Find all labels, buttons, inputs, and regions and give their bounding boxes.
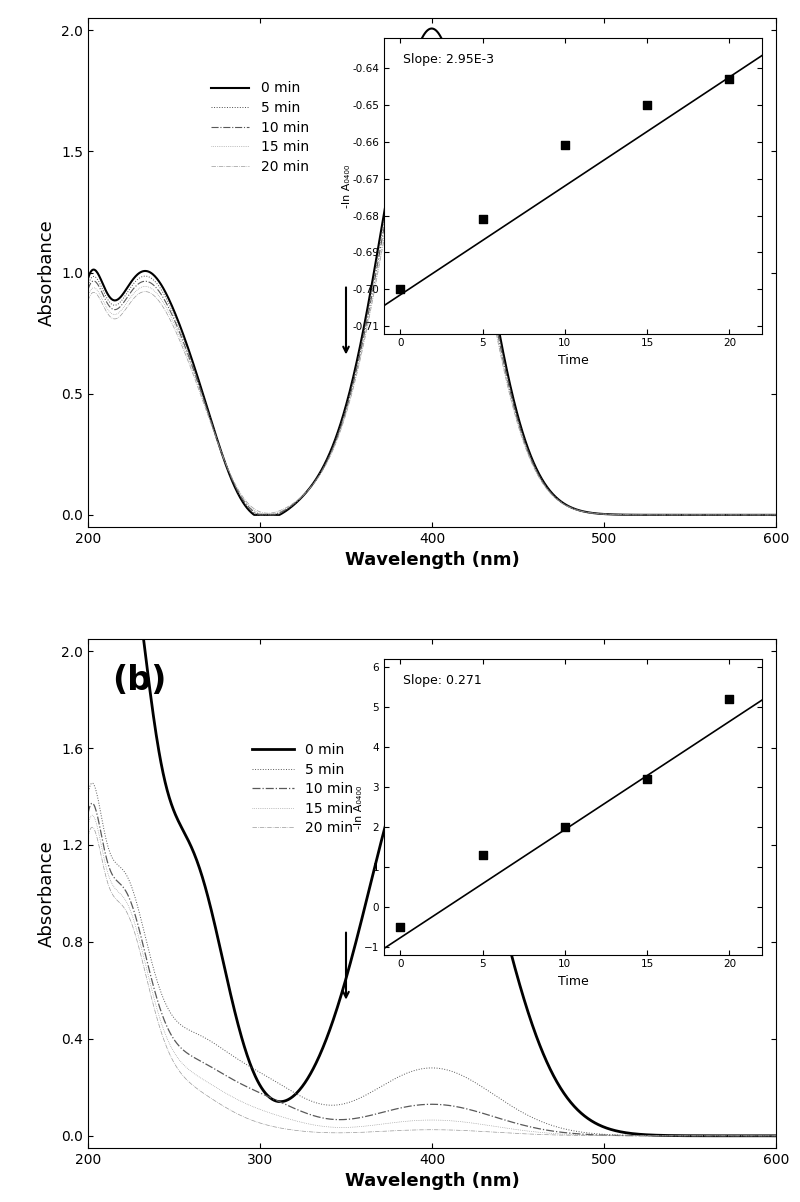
Text: (b): (b) xyxy=(112,665,166,697)
Legend: 0 min, 5 min, 10 min, 15 min, 20 min: 0 min, 5 min, 10 min, 15 min, 20 min xyxy=(246,738,358,841)
X-axis label: Wavelength (nm): Wavelength (nm) xyxy=(345,552,519,570)
Legend: 0 min, 5 min, 10 min, 15 min, 20 min: 0 min, 5 min, 10 min, 15 min, 20 min xyxy=(205,76,314,179)
Y-axis label: Absorbance: Absorbance xyxy=(38,840,55,947)
Y-axis label: Absorbance: Absorbance xyxy=(38,219,55,326)
X-axis label: Wavelength (nm): Wavelength (nm) xyxy=(345,1172,519,1190)
